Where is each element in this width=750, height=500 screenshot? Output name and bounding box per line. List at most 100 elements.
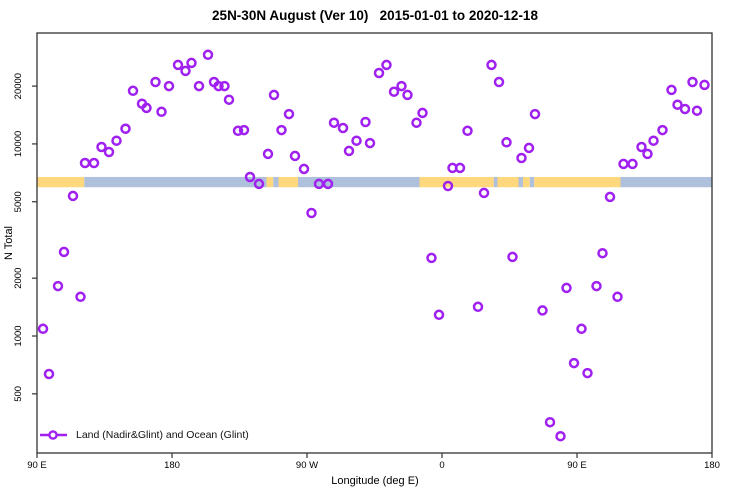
data-point (88, 157, 100, 169)
data-point (79, 157, 91, 169)
data-point (103, 146, 115, 158)
data-point (111, 135, 122, 146)
y-tick-label: 5000 (13, 191, 24, 212)
data-point (186, 57, 197, 69)
data-point (516, 152, 527, 164)
x-tick-label: 90 W (296, 460, 318, 471)
data-point (501, 137, 512, 148)
data-point (213, 80, 224, 92)
map-band-segment-ocean (84, 176, 267, 188)
data-point (648, 135, 659, 146)
data-point (568, 357, 580, 369)
data-point (687, 76, 698, 88)
x-tick-label: 0 (439, 460, 444, 471)
data-point (699, 79, 710, 91)
data-point (433, 309, 445, 321)
data-point (262, 148, 274, 160)
data-point (298, 163, 310, 175)
data-point (591, 280, 602, 292)
legend-label: Land (Nadir&Glint) and Ocean (Glint) (76, 429, 249, 441)
data-point (555, 430, 566, 442)
y-tick-label: 2000 (13, 268, 24, 289)
data-point (627, 158, 638, 170)
data-point (691, 105, 703, 116)
data-point (672, 99, 683, 110)
map-band-segment-ocean (620, 176, 712, 188)
data-point (238, 124, 250, 136)
data-point (642, 148, 653, 160)
y-tick-label: 1000 (13, 325, 24, 346)
map-band-segment-land (278, 176, 298, 188)
y-tick-label: 10000 (13, 131, 24, 157)
x-axis-title: Longitude (deg E) (331, 475, 419, 487)
data-point (127, 85, 139, 97)
data-point (75, 291, 86, 303)
data-point (426, 252, 437, 264)
data-point (244, 171, 256, 183)
data-point (343, 145, 355, 157)
map-band-segment-land (266, 176, 274, 188)
data-point (493, 76, 505, 88)
plot-box (36, 32, 713, 454)
map-band-segment-land (419, 176, 494, 188)
data-point (172, 59, 184, 71)
data-point (478, 187, 490, 199)
data-point (442, 180, 454, 192)
data-point (388, 86, 400, 97)
data-point (163, 80, 175, 92)
data-point (507, 251, 518, 263)
data-point (604, 191, 616, 203)
map-band-segment-ocean (518, 176, 523, 188)
x-tick-label: 180 (164, 460, 180, 471)
data-point (150, 76, 161, 88)
data-point (544, 416, 556, 428)
data-point (141, 102, 152, 114)
data-point (454, 162, 466, 174)
data-point (636, 141, 647, 153)
data-point (381, 59, 392, 71)
data-point (597, 247, 608, 259)
map-band-segment-land (497, 176, 519, 188)
data-point (582, 367, 593, 379)
data-point (396, 80, 407, 92)
x-tick-label: 90 E (567, 460, 587, 471)
chart-title: 25N-30N August (Ver 10) 2015-01-01 to 20… (212, 8, 538, 23)
data-point (529, 108, 541, 120)
data-point (666, 84, 677, 96)
y-axis-title: N Total (3, 225, 15, 261)
data-point (180, 65, 191, 77)
data-point (417, 107, 428, 119)
data-point (58, 246, 70, 258)
data-point (276, 124, 287, 136)
data-point (561, 282, 572, 294)
map-band-segment-land (523, 176, 530, 188)
data-point (120, 123, 131, 134)
data-point (96, 141, 107, 153)
data-point (283, 108, 295, 120)
y-tick-label: 20000 (13, 73, 24, 99)
data-point (328, 117, 340, 128)
data-point (232, 125, 244, 137)
data-point (523, 142, 535, 154)
data-point (679, 103, 691, 115)
data-point (486, 59, 497, 71)
map-band-segment-ocean (529, 176, 535, 188)
data-point (52, 280, 64, 292)
data-point (337, 122, 349, 134)
data-point (576, 323, 587, 335)
data-point (618, 158, 629, 170)
data-point (351, 135, 362, 146)
data-point (322, 178, 334, 190)
data-point (360, 116, 371, 128)
data-point (202, 49, 214, 61)
data-point (657, 124, 668, 136)
x-tick-label: 180 (704, 460, 720, 471)
data-point (43, 368, 55, 380)
data-point (37, 323, 49, 335)
legend-marker-icon (40, 430, 67, 440)
data-point (402, 89, 413, 101)
data-point (253, 178, 265, 190)
data-point (289, 150, 301, 162)
